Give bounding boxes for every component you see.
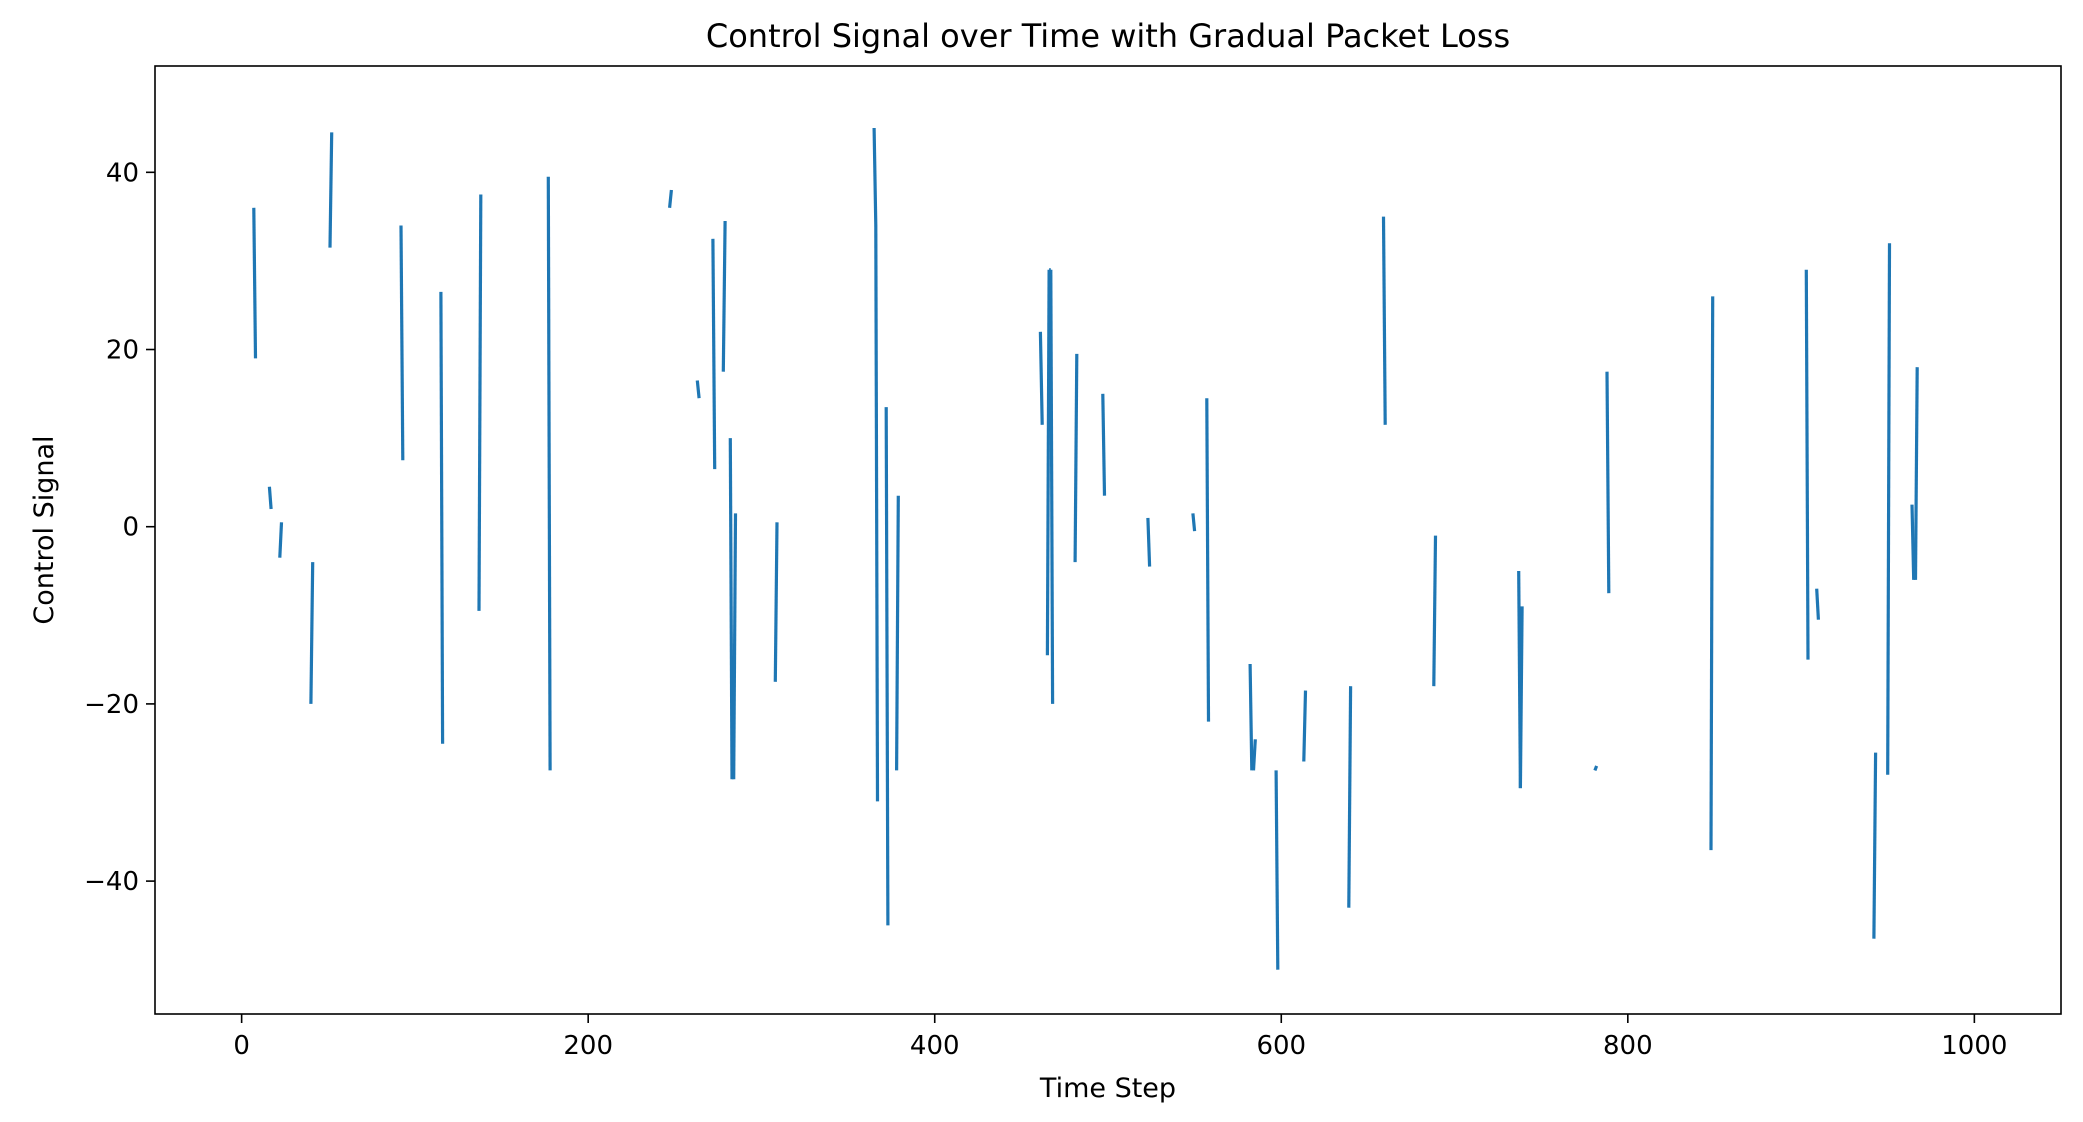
x-tick-label: 200: [563, 1031, 613, 1061]
y-tick-label: −40: [84, 867, 139, 897]
series-segment: [1913, 367, 1919, 580]
series-segment: [874, 225, 880, 802]
series-segment: [1146, 517, 1152, 567]
y-tick-label: 20: [106, 336, 139, 366]
x-tick-label: 800: [1603, 1031, 1653, 1061]
series-segment: [1073, 353, 1079, 563]
series-segment: [309, 562, 315, 704]
series-segment: [1049, 269, 1055, 704]
series-segment: [1205, 398, 1211, 722]
series-segment: [1248, 663, 1254, 771]
y-tick-label: 40: [106, 158, 139, 188]
series-segment: [1815, 588, 1820, 620]
series-segment: [711, 238, 717, 470]
series-segment: [668, 189, 673, 208]
series-segment: [1518, 606, 1524, 789]
series-segment: [773, 522, 779, 682]
x-axis: 0 200 400 600 800 1000: [233, 1014, 2007, 1061]
series-segment: [1381, 216, 1387, 425]
series-segment: [732, 513, 738, 780]
y-tick-label: −20: [84, 690, 139, 720]
series-segment: [252, 207, 258, 359]
chart-title: Control Signal over Time with Gradual Pa…: [706, 17, 1510, 55]
series-segment: [477, 194, 483, 611]
series-segment: [1709, 296, 1715, 851]
series-segment: [1432, 535, 1438, 687]
x-axis-label: Time Step: [1039, 1073, 1176, 1104]
y-axis-label: Control Signal: [29, 435, 60, 624]
series-segment: [695, 380, 701, 399]
series-segment: [884, 407, 890, 926]
series-segment: [1191, 513, 1197, 532]
series-segment: [1274, 770, 1280, 970]
series-segment: [1251, 739, 1257, 771]
series-segment: [278, 522, 284, 558]
series-segment: [895, 495, 900, 771]
plot-frame: [154, 65, 2062, 1015]
x-tick-label: 400: [910, 1031, 960, 1061]
series-segment: [1347, 686, 1353, 908]
series-segment: [1910, 504, 1916, 580]
series-segment: [399, 225, 405, 461]
series-segment: [872, 127, 878, 226]
series-segment: [1302, 690, 1308, 762]
series-segment: [546, 176, 552, 771]
series-segment: [1101, 393, 1107, 496]
series-segment: [267, 486, 273, 510]
x-tick-label: 600: [1256, 1031, 1306, 1061]
x-tick-label: 1000: [1941, 1031, 2007, 1061]
y-tick-label: 0: [122, 513, 139, 543]
series-segment: [1872, 752, 1878, 939]
series-layer: [252, 127, 1919, 970]
y-axis: −40 −20 0 20 40: [84, 158, 155, 897]
x-tick-label: 0: [233, 1031, 250, 1061]
series-segment: [439, 291, 445, 744]
series-segment: [1045, 269, 1051, 656]
series-segment: [1804, 269, 1810, 660]
series-segment: [1886, 243, 1892, 775]
series-segment: [721, 220, 727, 372]
series-segment: [1038, 331, 1044, 425]
series-segment: [728, 438, 734, 780]
series-segment: [328, 132, 334, 248]
series-segment: [1593, 765, 1599, 771]
plot-area: [154, 65, 2062, 1015]
series-segment: [1605, 371, 1611, 594]
